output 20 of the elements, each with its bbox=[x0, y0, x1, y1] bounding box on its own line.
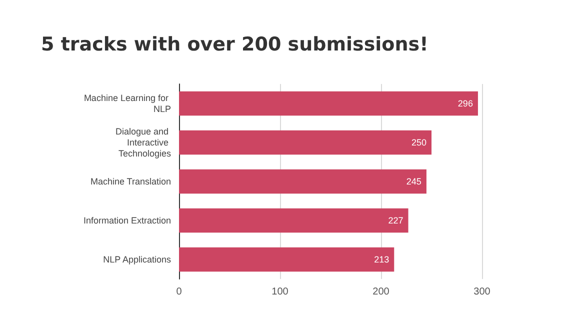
bar bbox=[179, 130, 432, 155]
x-tick-label: 300 bbox=[474, 286, 491, 298]
data-label: 227 bbox=[388, 216, 404, 226]
y-tick-label: Information Extraction bbox=[83, 216, 171, 226]
bar bbox=[179, 208, 408, 233]
x-tick-label: 200 bbox=[372, 286, 390, 298]
y-tick-label: Machine Learning for NLP bbox=[84, 93, 171, 114]
y-tick-label: Dialogue and Interactive Technologies bbox=[115, 126, 172, 158]
data-label: 250 bbox=[411, 138, 426, 148]
y-tick-label: Machine Translation bbox=[90, 176, 171, 186]
y-tick-label: NLP Applications bbox=[103, 254, 172, 264]
chart-title: 5 tracks with over 200 submissions! bbox=[41, 34, 428, 56]
x-tick-label: 0 bbox=[176, 286, 182, 298]
data-label: 245 bbox=[406, 176, 422, 186]
data-label: 213 bbox=[374, 254, 390, 264]
bar bbox=[179, 169, 426, 194]
bar bbox=[179, 247, 394, 272]
x-tick-label: 100 bbox=[272, 286, 289, 298]
data-label: 296 bbox=[458, 98, 473, 108]
bar bbox=[179, 91, 478, 116]
